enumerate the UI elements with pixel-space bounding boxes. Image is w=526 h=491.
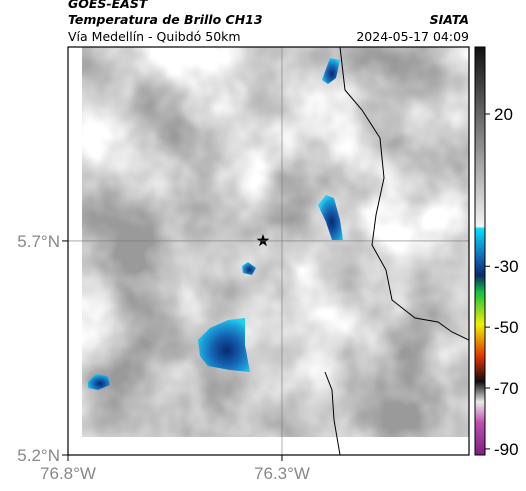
- satellite: GOES-EAST: [68, 0, 149, 11]
- x-tick-label: 76.3°W: [254, 464, 310, 483]
- y-tick-label: 5.7°N: [17, 232, 60, 251]
- colorbar-tick-label: 20: [494, 105, 513, 124]
- colorbar-tick-label: -30: [494, 257, 519, 276]
- product: Temperatura de Brillo CH13: [68, 12, 263, 27]
- agency: SIATA: [430, 12, 469, 27]
- x-tick-label: 76.8°W: [40, 464, 96, 483]
- timestamp: 2024-05-17 04:09: [356, 29, 469, 44]
- colorbar-tick-label: -50: [494, 318, 519, 337]
- y-tick-label: 5.2°N: [17, 446, 60, 465]
- map-frame: [67, 46, 470, 456]
- colorbar-tick-label: -90: [494, 440, 519, 459]
- satellite-image: [68, 47, 469, 455]
- colorbar: [474, 46, 486, 456]
- colorbar-tick-label: -70: [494, 379, 519, 398]
- region: Vía Medellín - Quibdó 50km: [68, 29, 241, 44]
